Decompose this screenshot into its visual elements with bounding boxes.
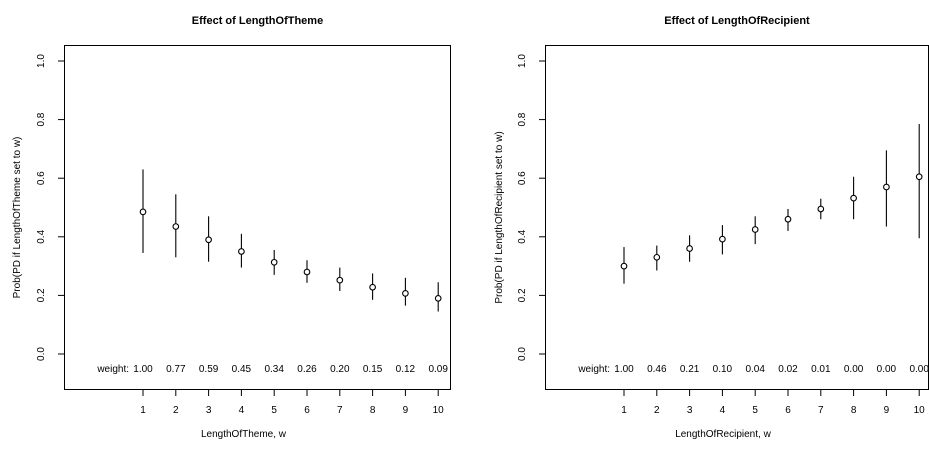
chart-panel-2: Effect of LengthOfRecipient LengthOfRecip… <box>494 15 929 440</box>
data-point <box>883 183 890 191</box>
weight-value: 1.00 <box>614 364 634 375</box>
y-tick-label: 1.0 <box>36 54 47 68</box>
weight-label: weight: <box>96 364 129 375</box>
weight-value: 0.09 <box>428 364 448 375</box>
weight-value: 0.77 <box>166 364 186 375</box>
x-tick-label: 2 <box>654 405 660 416</box>
data-point <box>369 283 376 291</box>
x-tick-label: 3 <box>206 405 212 416</box>
x-axis-label: LengthOfTheme, w <box>201 429 287 440</box>
weight-label: weight: <box>577 364 610 375</box>
y-tick-label: 0.6 <box>36 171 47 185</box>
plot-frame <box>64 45 451 390</box>
data-point <box>653 253 661 261</box>
data-point <box>817 205 825 213</box>
weight-value: 0.12 <box>396 364 416 375</box>
weight-value: 0.26 <box>297 364 317 375</box>
y-tick-label: 0.2 <box>517 288 528 302</box>
x-tick-label: 9 <box>403 405 409 416</box>
data-point <box>751 226 759 233</box>
data-point <box>784 215 792 223</box>
weight-value: 0.46 <box>647 364 667 375</box>
x-tick-label: 5 <box>752 405 758 416</box>
weight-value: 0.59 <box>199 364 219 375</box>
data-point <box>270 258 278 266</box>
x-tick-label: 8 <box>851 405 857 416</box>
x-tick-label: 6 <box>304 405 310 416</box>
y-axis-label: Prob(PD if LengthOfRecipient set to w) <box>494 131 505 303</box>
weight-value: 0.04 <box>745 364 765 375</box>
data-point <box>402 289 409 297</box>
x-tick-label: 7 <box>818 405 824 416</box>
x-axis-label: LengthOfRecipient, w <box>675 429 771 440</box>
x-tick-label: 10 <box>433 405 445 416</box>
weight-value: 0.01 <box>811 364 831 375</box>
data-point <box>434 294 442 302</box>
weight-value: 0.45 <box>232 364 252 375</box>
x-tick-label: 9 <box>884 405 890 416</box>
y-tick-label: 0.4 <box>36 229 47 243</box>
data-point <box>172 223 180 230</box>
y-axis-label: Prob(PD if LengthOfTheme set to w) <box>12 137 23 299</box>
x-tick-label: 1 <box>621 405 627 416</box>
y-tick-label: 0.6 <box>517 171 528 185</box>
y-tick-label: 0.2 <box>36 288 47 302</box>
weight-value: 0.00 <box>909 364 929 375</box>
x-tick-label: 7 <box>337 405 343 416</box>
weight-value: 1.00 <box>133 364 153 375</box>
x-tick-label: 4 <box>720 405 726 416</box>
x-tick-label: 2 <box>173 405 179 416</box>
weight-value: 0.00 <box>877 364 897 375</box>
chart-title: Effect of LengthOfRecipient <box>664 15 810 27</box>
y-tick-label: 0.8 <box>517 112 528 126</box>
x-tick-label: 8 <box>370 405 376 416</box>
data-point <box>850 194 857 202</box>
weight-value: 0.10 <box>713 364 733 375</box>
data-point <box>336 276 344 284</box>
data-point <box>139 208 147 216</box>
x-tick-label: 10 <box>914 405 926 416</box>
weight-value: 0.00 <box>844 364 864 375</box>
y-tick-label: 0.8 <box>36 112 47 126</box>
chart-title: Effect of LengthOfTheme <box>192 15 323 27</box>
weight-value: 0.15 <box>363 364 383 375</box>
y-tick-label: 0.0 <box>36 347 47 361</box>
x-tick-label: 3 <box>687 405 693 416</box>
y-tick-label: 0.4 <box>517 229 528 243</box>
data-point <box>620 262 628 270</box>
data-point <box>238 248 245 255</box>
x-tick-label: 4 <box>239 405 245 416</box>
weight-value: 0.02 <box>778 364 798 375</box>
plot-frame <box>545 45 929 390</box>
x-tick-label: 6 <box>785 405 791 416</box>
x-tick-label: 1 <box>140 405 146 416</box>
data-point <box>915 173 923 181</box>
weight-value: 0.34 <box>264 364 284 375</box>
y-tick-label: 1.0 <box>517 54 528 68</box>
weight-value: 0.20 <box>330 364 350 375</box>
x-tick-label: 5 <box>271 405 277 416</box>
data-point <box>686 245 693 252</box>
data-point <box>205 236 212 244</box>
chart-panel-1: Effect of LengthOfTheme LengthOfTheme, w P… <box>12 15 451 440</box>
weight-value: 0.21 <box>680 364 700 375</box>
data-point <box>719 235 726 243</box>
data-point <box>303 268 311 276</box>
y-tick-label: 0.0 <box>517 347 528 361</box>
